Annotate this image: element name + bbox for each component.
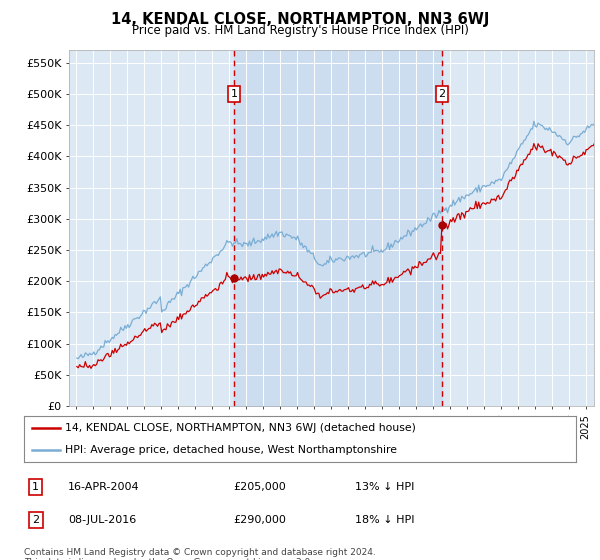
Text: 14, KENDAL CLOSE, NORTHAMPTON, NN3 6WJ: 14, KENDAL CLOSE, NORTHAMPTON, NN3 6WJ bbox=[111, 12, 489, 27]
Text: Price paid vs. HM Land Registry's House Price Index (HPI): Price paid vs. HM Land Registry's House … bbox=[131, 24, 469, 37]
Text: 16-APR-2004: 16-APR-2004 bbox=[68, 482, 140, 492]
Text: £290,000: £290,000 bbox=[234, 515, 287, 525]
Text: HPI: Average price, detached house, West Northamptonshire: HPI: Average price, detached house, West… bbox=[65, 445, 397, 455]
Text: 1: 1 bbox=[32, 482, 39, 492]
Text: Contains HM Land Registry data © Crown copyright and database right 2024.
This d: Contains HM Land Registry data © Crown c… bbox=[24, 548, 376, 560]
Text: 13% ↓ HPI: 13% ↓ HPI bbox=[355, 482, 415, 492]
Text: 08-JUL-2016: 08-JUL-2016 bbox=[68, 515, 136, 525]
Text: 18% ↓ HPI: 18% ↓ HPI bbox=[355, 515, 415, 525]
Text: £205,000: £205,000 bbox=[234, 482, 287, 492]
Text: 2: 2 bbox=[439, 89, 445, 99]
Text: 2: 2 bbox=[32, 515, 40, 525]
Text: 1: 1 bbox=[230, 89, 238, 99]
Text: 14, KENDAL CLOSE, NORTHAMPTON, NN3 6WJ (detached house): 14, KENDAL CLOSE, NORTHAMPTON, NN3 6WJ (… bbox=[65, 423, 416, 433]
